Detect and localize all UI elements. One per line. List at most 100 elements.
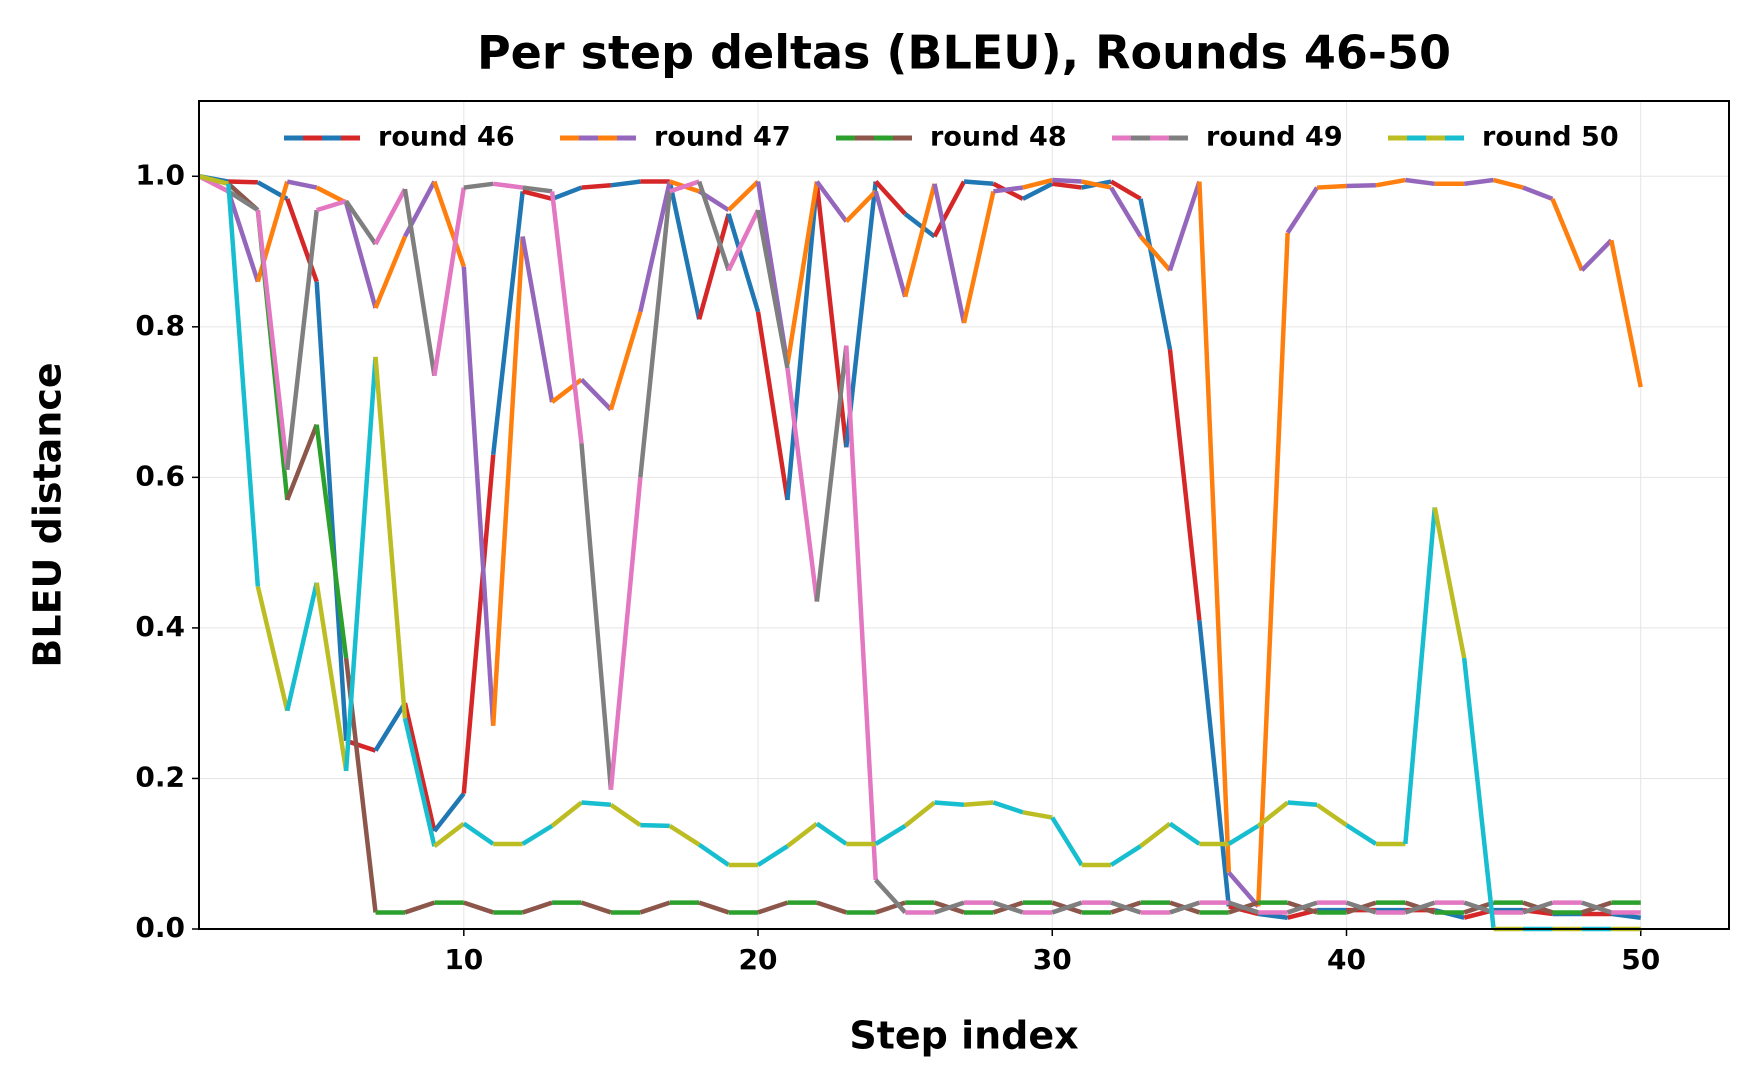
chart-title: Per step deltas (BLEU), Rounds 46-50 [477, 26, 1451, 80]
line-segment [1169, 900, 1201, 915]
line-segment [521, 900, 553, 915]
line-segment [902, 183, 937, 298]
line-segment [432, 792, 466, 833]
line-segment [1463, 177, 1494, 187]
line-segment [551, 185, 583, 201]
line-segment [963, 179, 994, 187]
line-segment [638, 181, 672, 313]
line-segment [698, 900, 730, 915]
x-tick-label: 50 [1621, 943, 1660, 976]
line-segment [873, 190, 908, 298]
line-segment [461, 266, 496, 726]
line-segment [285, 582, 319, 712]
line-segment [1580, 238, 1613, 272]
line-segment [314, 424, 349, 659]
line-segment [815, 180, 849, 223]
line-segment [373, 188, 407, 246]
line-segment [1581, 900, 1613, 915]
line-segment [286, 179, 318, 190]
line-segment [316, 198, 347, 213]
y-tick-label: 0.8 [135, 309, 185, 342]
line-segment [1022, 810, 1053, 820]
line-segment [667, 181, 702, 320]
line-segment [579, 443, 614, 790]
line-segment [1345, 823, 1378, 846]
line-segment [402, 188, 437, 377]
x-tick-label: 40 [1327, 943, 1366, 976]
line-segment [433, 821, 466, 848]
line-segment [373, 235, 408, 309]
line-segment [697, 180, 731, 272]
line-segment [756, 844, 789, 867]
legend-label: round 49 [1206, 122, 1343, 153]
line-segment [669, 179, 700, 194]
line-segment [1227, 871, 1260, 908]
line-segment [814, 345, 849, 602]
line-segment [579, 377, 613, 412]
line-segment [1346, 183, 1376, 189]
line-segment [1316, 183, 1347, 190]
line-segment [462, 821, 495, 846]
line-segment [932, 183, 967, 324]
line-segment [1522, 185, 1554, 201]
line-segment [992, 800, 1024, 815]
x-tick-label: 10 [444, 943, 483, 976]
line-segment [697, 213, 731, 320]
line-segment [1139, 821, 1172, 848]
line-segment [343, 356, 378, 772]
line-segment [1051, 181, 1082, 190]
line-segment [903, 212, 936, 239]
line-segment [1403, 507, 1438, 845]
line-segment [1168, 821, 1201, 846]
line-segment [373, 701, 407, 752]
line-segment [463, 181, 494, 190]
line-segment [1286, 900, 1318, 915]
legend-label: round 48 [930, 122, 1067, 153]
legend-label: round 47 [654, 122, 791, 153]
line-segment [463, 900, 494, 915]
line-segment [581, 800, 612, 808]
line-segment [1255, 232, 1290, 907]
line-segment [1463, 900, 1495, 915]
y-tick-label: 1.0 [135, 158, 185, 191]
line-segment [961, 190, 996, 324]
line-segment [315, 185, 348, 205]
line-segment [490, 236, 525, 726]
line-segment [786, 821, 819, 848]
line-segment [1021, 181, 1054, 201]
line-segment [785, 367, 820, 602]
line-segment [1167, 180, 1202, 272]
line-segment [1345, 900, 1377, 915]
line-segment [993, 185, 1024, 194]
x-axis-label: Step index [849, 1014, 1078, 1058]
line-segment [1256, 800, 1290, 828]
line-segment [1609, 239, 1643, 388]
legend-label: round 50 [1482, 122, 1619, 153]
line-segment [1287, 800, 1318, 808]
line-segment [903, 800, 936, 828]
line-segment [933, 900, 965, 915]
line-segment [1110, 900, 1142, 915]
line-segment [934, 800, 965, 808]
line-segment [844, 345, 878, 881]
line-segment [522, 185, 553, 194]
line-segment [1138, 235, 1172, 272]
line-segment [726, 213, 761, 313]
line-segment [1109, 179, 1142, 201]
line-segment [549, 191, 584, 444]
line-segment [255, 585, 290, 712]
line-segment [402, 717, 437, 847]
line-segment [522, 189, 553, 202]
line-segment [1315, 802, 1348, 827]
line-segment [228, 179, 258, 185]
line-segment [1550, 197, 1584, 272]
line-segment [198, 174, 229, 186]
line-segment [492, 181, 523, 190]
line-segment [373, 356, 408, 719]
line-segment [1052, 177, 1082, 184]
line-segment [608, 477, 643, 790]
y-axis-label: BLEU distance [26, 362, 70, 667]
line-segment [226, 183, 261, 587]
x-tick-label: 30 [1033, 943, 1072, 976]
